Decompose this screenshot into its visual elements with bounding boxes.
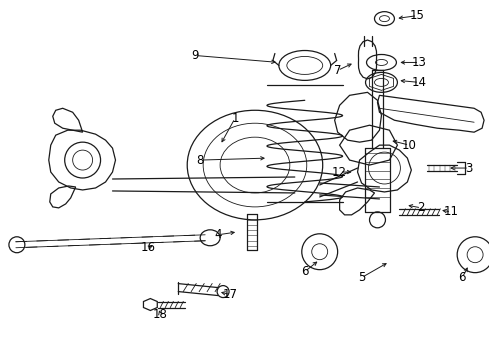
Text: 8: 8 — [196, 154, 204, 167]
Text: 9: 9 — [192, 49, 199, 62]
Text: 1: 1 — [231, 112, 239, 125]
Text: 2: 2 — [417, 201, 425, 215]
Text: 17: 17 — [222, 288, 238, 301]
Text: 16: 16 — [141, 241, 156, 254]
Text: 10: 10 — [402, 139, 417, 152]
Text: 6: 6 — [301, 265, 309, 278]
Text: 7: 7 — [334, 64, 342, 77]
Text: 3: 3 — [466, 162, 473, 175]
Text: 12: 12 — [332, 166, 347, 179]
Text: 11: 11 — [444, 205, 459, 219]
Text: 6: 6 — [459, 271, 466, 284]
Text: 4: 4 — [214, 228, 222, 241]
Text: 13: 13 — [412, 56, 427, 69]
Text: 5: 5 — [358, 271, 365, 284]
Text: 14: 14 — [412, 76, 427, 89]
Text: 15: 15 — [410, 9, 425, 22]
Text: 18: 18 — [153, 308, 168, 321]
